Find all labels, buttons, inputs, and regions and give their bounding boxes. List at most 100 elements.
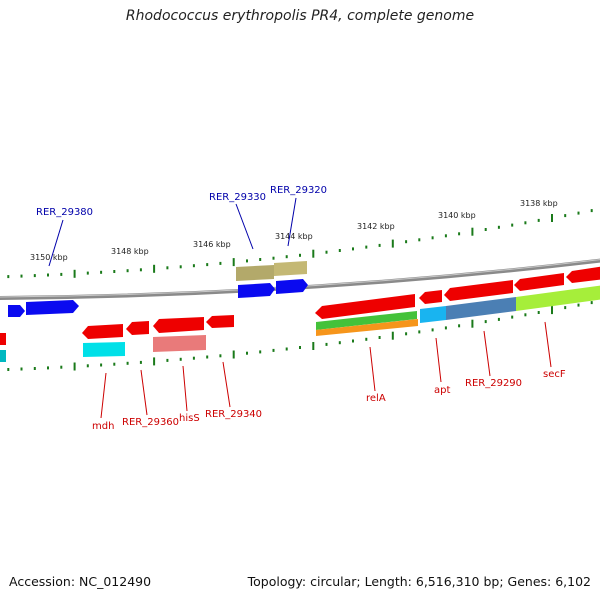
outer-track-minor-tick (20, 274, 23, 278)
inner-track-minor-tick (192, 356, 195, 360)
gene-label-apt[interactable]: apt (434, 385, 450, 396)
inner-track-major-tick (232, 350, 235, 359)
gene-label-secf[interactable]: secF (543, 369, 566, 380)
outer-tick-track (7, 209, 593, 279)
outer-track-minor-tick (113, 270, 116, 273)
gene-box-rer-29320[interactable] (274, 261, 307, 276)
gene-arrow-rela[interactable] (315, 294, 415, 319)
gene-arrow-secf-red-2[interactable] (566, 266, 600, 283)
gene-box-hiss-salmon[interactable] (153, 335, 206, 352)
gene-label-rela[interactable]: relA (366, 393, 386, 404)
gene-label-rer-29380[interactable]: RER_29380 (36, 207, 93, 218)
gene-label-rer-29330[interactable]: RER_29330 (209, 192, 266, 203)
outer-track-minor-tick (219, 261, 222, 265)
scale-labels: 3150 kbp 3148 kbp 3146 kbp 3144 kbp 3142… (30, 199, 558, 262)
gene-arrow-rer-29340[interactable] (206, 315, 234, 328)
gene-label-mdh[interactable]: mdh (92, 421, 114, 432)
gene-arrow-hiss[interactable] (153, 317, 204, 333)
outer-track-minor-tick (246, 259, 248, 263)
outer-track-minor-tick (497, 225, 500, 229)
gene-arrow-edge-red[interactable] (0, 333, 6, 345)
outer-track-minor-tick (444, 234, 447, 238)
inner-track-minor-tick (431, 328, 434, 332)
gene-arrow-forward[interactable] (8, 305, 25, 317)
gene-box-mdh-cyan[interactable] (83, 342, 125, 357)
inner-track-major-tick (471, 319, 474, 328)
inner-track-minor-tick (418, 330, 421, 334)
outer-track-minor-tick (166, 266, 169, 270)
map-title: Rhodococcus erythropolis PR4, complete g… (125, 8, 475, 24)
outer-track-minor-tick (352, 247, 354, 251)
gene-arrow-mdh[interactable] (82, 324, 123, 339)
gene-arrow-secf-red[interactable] (514, 273, 564, 291)
gene-features (0, 261, 600, 362)
outer-track-minor-tick (577, 211, 580, 215)
leader-rer-29360 (140, 369, 148, 416)
inner-track-minor-tick (33, 367, 36, 370)
outer-track-minor-tick (7, 275, 10, 279)
leader-rela (369, 346, 376, 392)
outer-track-minor-tick (537, 218, 540, 222)
inner-track-minor-tick (272, 348, 275, 352)
outer-track-minor-tick (259, 258, 262, 261)
gene-label-rer-29290[interactable]: RER_29290 (465, 378, 522, 389)
scale-label-3142: 3142 kbp (357, 222, 395, 231)
inner-track-minor-tick (365, 337, 368, 341)
outer-track-minor-tick (192, 264, 195, 268)
inner-track-minor-tick (285, 347, 288, 351)
outer-track-major-tick (312, 249, 315, 258)
outer-track-minor-tick (524, 221, 527, 225)
gene-arrow-apt[interactable] (419, 290, 442, 304)
leader-rer-29330 (235, 203, 254, 250)
inner-tick-track (7, 301, 593, 371)
inner-track-minor-tick (86, 364, 89, 368)
inner-track-minor-tick (7, 368, 10, 371)
gene-label-hiss[interactable]: hisS (179, 413, 200, 424)
outer-track-minor-tick (272, 256, 275, 260)
leader-rer-29380 (48, 219, 64, 267)
inner-track-minor-tick (352, 339, 354, 343)
inner-track-minor-tick (20, 367, 23, 371)
outer-track-minor-tick (431, 236, 434, 240)
gene-label-rer-29360[interactable]: RER_29360 (122, 417, 179, 428)
inner-track-minor-tick (246, 351, 248, 355)
gene-label-rer-29320[interactable]: RER_29320 (270, 185, 327, 196)
scale-label-3150: 3150 kbp (30, 253, 68, 262)
leader-rer-29340 (222, 361, 231, 408)
inner-track-minor-tick (511, 315, 514, 319)
outer-track-minor-tick (179, 265, 182, 269)
inner-track-minor-tick (524, 313, 527, 317)
gene-box-secf-lime[interactable] (516, 285, 600, 311)
gene-arrow-blue-2[interactable] (276, 279, 308, 294)
outer-track-major-tick (471, 227, 474, 236)
leader-apt (435, 337, 442, 383)
inner-track-minor-tick (378, 336, 381, 339)
gene-box-olive[interactable] (236, 265, 274, 281)
gene-box-rela-orange[interactable] (316, 319, 418, 336)
inner-track-minor-tick (179, 357, 182, 361)
leader-secf (544, 321, 552, 368)
outer-track-minor-tick (325, 250, 328, 254)
gene-arrow-rer-29380[interactable] (26, 300, 79, 315)
inner-track-minor-tick (458, 324, 461, 328)
outer-track-minor-tick (100, 270, 103, 274)
gene-arrow-rer-29330[interactable] (238, 283, 275, 298)
gene-box-apt-sky[interactable] (420, 306, 446, 323)
label-leaders (48, 197, 552, 419)
inner-track-minor-tick (484, 320, 487, 324)
gene-arrow-rer-29290[interactable] (444, 280, 513, 301)
outer-track-minor-tick (484, 228, 487, 231)
inner-track-minor-tick (325, 342, 328, 346)
outer-track-minor-tick (590, 209, 593, 213)
gene-box-rela-green[interactable] (316, 311, 417, 330)
gene-box-edge-cyan[interactable] (0, 350, 6, 362)
accession-label: Accession: NC_012490 (9, 574, 152, 589)
leader-hiss (182, 365, 188, 412)
gene-arrow-rer-29360[interactable] (126, 321, 149, 335)
outer-track-minor-tick (405, 240, 408, 244)
outer-track-major-tick (153, 264, 156, 273)
gene-label-rer-29340[interactable]: RER_29340 (205, 409, 262, 420)
outer-track-minor-tick (60, 272, 63, 276)
inner-track-major-tick (312, 342, 315, 350)
gene-box-rer-29290-steel[interactable] (446, 297, 516, 320)
